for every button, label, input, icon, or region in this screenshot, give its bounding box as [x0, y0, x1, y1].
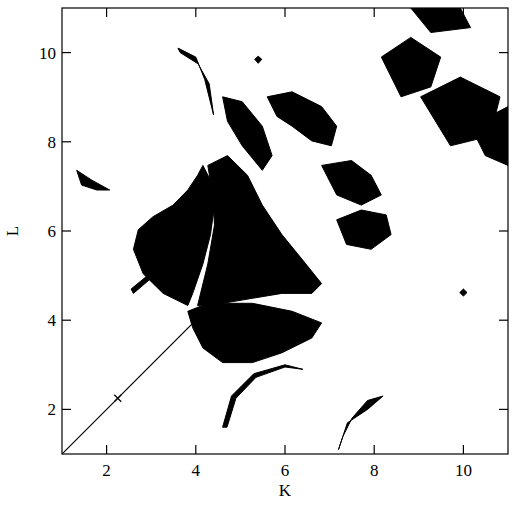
region — [460, 289, 467, 296]
tick-label: 8 — [370, 461, 379, 480]
tick-mark — [499, 409, 508, 410]
tick-mark — [62, 409, 71, 410]
tick-mark — [463, 8, 464, 17]
tick-label: 4 — [48, 311, 57, 330]
tick-mark — [195, 445, 196, 454]
region — [411, 8, 471, 33]
tick-mark — [195, 8, 196, 17]
tick-mark — [284, 8, 285, 17]
region — [188, 303, 322, 362]
diagonal-line — [62, 298, 218, 454]
region — [322, 161, 382, 206]
tick-mark — [463, 445, 464, 454]
tick-label: 10 — [39, 44, 56, 63]
tick-label: 2 — [102, 461, 111, 480]
tick-mark — [499, 52, 508, 53]
tick-label: 10 — [455, 461, 472, 480]
tick-label: 6 — [48, 222, 57, 241]
axis-title: L — [3, 226, 22, 236]
region — [381, 37, 440, 96]
region — [77, 170, 110, 190]
tick-mark — [499, 141, 508, 142]
plot-area — [62, 8, 508, 454]
region — [223, 97, 273, 171]
tick-mark — [374, 8, 375, 17]
region — [131, 222, 173, 293]
region — [223, 365, 303, 427]
tick-mark — [499, 320, 508, 321]
tick-mark — [62, 141, 71, 142]
tick-mark — [62, 230, 71, 231]
tick-mark — [284, 445, 285, 454]
tick-label: 2 — [48, 400, 57, 419]
region — [471, 107, 509, 166]
tick-mark — [374, 445, 375, 454]
region — [255, 56, 262, 63]
axis-title: K — [279, 481, 292, 500]
tick-mark — [106, 445, 107, 454]
region — [339, 396, 384, 450]
tick-mark — [62, 52, 71, 53]
tick-mark — [106, 8, 107, 17]
point — [114, 395, 121, 402]
region — [267, 92, 337, 146]
region — [198, 156, 322, 306]
region — [337, 210, 391, 249]
chart: 2 4 6 8 10 2 4 6 8 10 K L — [0, 0, 520, 523]
tick-mark — [499, 230, 508, 231]
tick-label: 8 — [48, 133, 57, 152]
region — [178, 48, 214, 115]
tick-label: 6 — [281, 461, 290, 480]
tick-label: 4 — [192, 461, 201, 480]
plot-frame — [62, 8, 508, 454]
tick-mark — [62, 320, 71, 321]
